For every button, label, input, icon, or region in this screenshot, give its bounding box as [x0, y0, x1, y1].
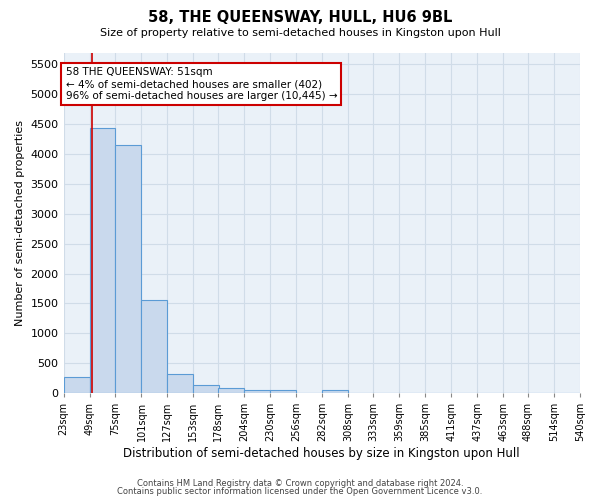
Bar [193, 384, 220, 393]
Bar [218, 388, 244, 393]
Text: 58 THE QUEENSWAY: 51sqm
← 4% of semi-detached houses are smaller (402)
96% of se: 58 THE QUEENSWAY: 51sqm ← 4% of semi-det… [65, 68, 337, 100]
Bar [167, 374, 193, 393]
Text: 58, THE QUEENSWAY, HULL, HU6 9BL: 58, THE QUEENSWAY, HULL, HU6 9BL [148, 10, 452, 25]
X-axis label: Distribution of semi-detached houses by size in Kingston upon Hull: Distribution of semi-detached houses by … [124, 447, 520, 460]
Bar [142, 300, 167, 393]
Bar [64, 377, 89, 393]
Bar [322, 390, 348, 393]
Bar [244, 390, 271, 393]
Y-axis label: Number of semi-detached properties: Number of semi-detached properties [15, 120, 25, 326]
Text: Contains public sector information licensed under the Open Government Licence v3: Contains public sector information licen… [118, 487, 482, 496]
Bar [271, 390, 296, 393]
Bar [89, 128, 115, 393]
Text: Size of property relative to semi-detached houses in Kingston upon Hull: Size of property relative to semi-detach… [100, 28, 500, 38]
Bar [115, 145, 142, 393]
Text: Contains HM Land Registry data © Crown copyright and database right 2024.: Contains HM Land Registry data © Crown c… [137, 478, 463, 488]
